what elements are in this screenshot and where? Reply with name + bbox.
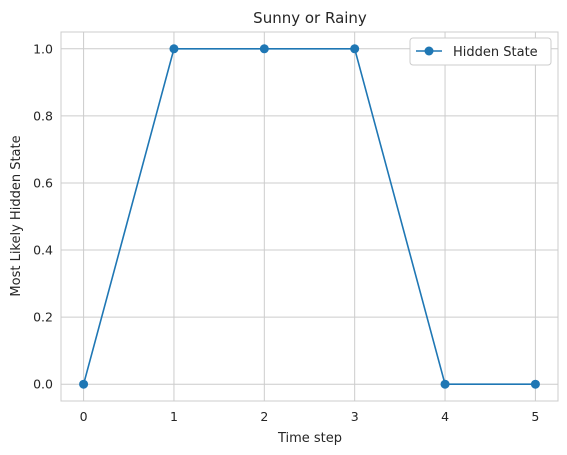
data-point <box>530 379 540 389</box>
y-axis-label: Most Likely Hidden State <box>9 135 24 296</box>
data-point <box>350 44 360 54</box>
x-tick-labels: 0 1 2 3 4 5 <box>80 409 540 424</box>
y-tick-label: 0.4 <box>33 243 53 258</box>
plot-area-frame <box>60 31 559 402</box>
x-axis-label: Time step <box>277 431 342 446</box>
y-tick-label: 0.8 <box>33 108 53 123</box>
series-line <box>82 47 536 386</box>
x-tick-label: 4 <box>441 409 449 424</box>
data-series <box>79 44 540 389</box>
x-tick-label: 3 <box>351 409 359 424</box>
legend-label: Hidden State <box>453 45 538 60</box>
x-tick-label: 2 <box>260 409 268 424</box>
data-point <box>259 44 269 54</box>
y-tick-label: 0.6 <box>33 175 53 190</box>
y-tick-labels: 0.0 0.2 0.4 0.6 0.8 1.0 <box>33 41 53 391</box>
data-point <box>169 44 179 54</box>
legend-marker <box>424 46 434 56</box>
y-tick-label: 1.0 <box>33 41 53 56</box>
legend-box <box>409 37 552 66</box>
x-tick-label: 5 <box>531 409 539 424</box>
legend: Hidden State <box>409 37 552 66</box>
y-tick-label: 0.0 <box>33 377 53 392</box>
grid-lines <box>61 32 558 401</box>
data-point <box>440 379 450 389</box>
data-point <box>79 379 89 389</box>
x-tick-label: 0 <box>80 409 88 424</box>
x-tick-label: 1 <box>170 409 178 424</box>
chart-title: Sunny or Rainy <box>253 9 367 27</box>
y-tick-label: 0.2 <box>33 310 53 325</box>
